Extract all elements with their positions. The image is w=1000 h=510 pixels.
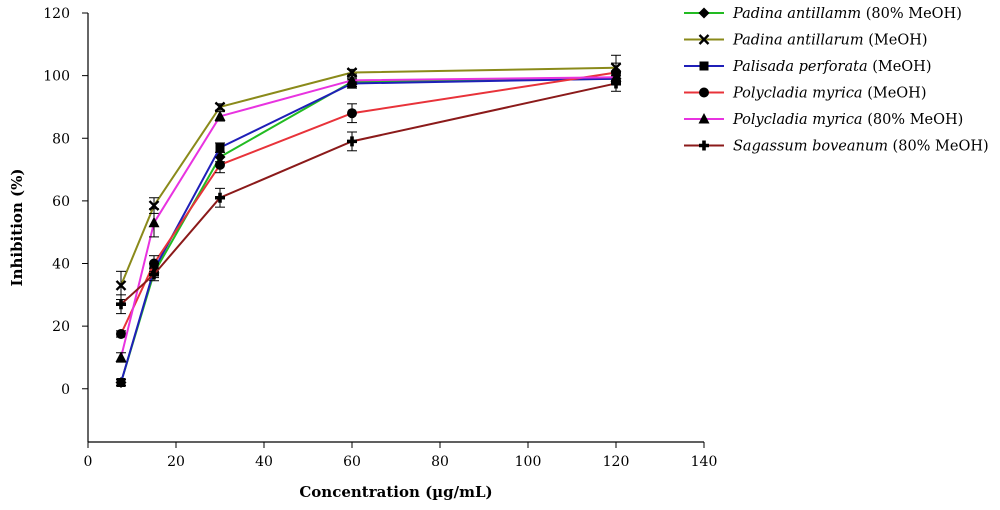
series-line <box>120 77 617 383</box>
legend-label: Sagassum boveanum (80% MeOH) <box>733 139 989 155</box>
legend-label: Palisada perforata (MeOH) <box>732 59 931 75</box>
y-tick-label: 100 <box>43 69 70 85</box>
legend-series-solvent: (80% MeOH) <box>888 139 989 155</box>
x-axis-title: Concentration (µg/mL) <box>299 483 492 501</box>
data-point <box>347 136 358 147</box>
x-tick-label: 100 <box>515 454 542 470</box>
y-tick-label: 60 <box>52 194 70 210</box>
x-tick-label: 40 <box>255 454 273 470</box>
data-point <box>149 269 159 280</box>
legend-label: Polycladia myrica (MeOH) <box>732 86 926 102</box>
data-point <box>116 378 126 388</box>
x-tick-label: 120 <box>603 454 630 470</box>
data-point <box>116 299 126 310</box>
x-tick-label: 80 <box>431 454 449 470</box>
legend-label: Padina antillamm (80% MeOH) <box>732 6 962 22</box>
y-tick-label: 40 <box>52 257 70 273</box>
data-point <box>346 74 358 85</box>
y-tick-label: 80 <box>52 131 70 147</box>
data-point <box>115 280 127 291</box>
legend-marker <box>698 34 710 45</box>
x-tick-label: 20 <box>167 454 185 470</box>
legend-series-solvent: (80% MeOH) <box>863 112 964 128</box>
y-axis-title: Inhibition (%) <box>8 169 26 287</box>
series-group <box>116 75 621 315</box>
series-line <box>120 76 617 358</box>
legend-series-name: Padina antillamm <box>732 6 861 22</box>
y-tick-label: 0 <box>61 382 70 398</box>
legend-series-solvent: (80% MeOH) <box>861 6 962 22</box>
x-marker-stroke <box>698 34 710 45</box>
legend-series-name: Polycladia myrica <box>732 86 863 102</box>
x-tick-label: 0 <box>84 454 93 470</box>
legend-item: Polycladia myrica (MeOH) <box>684 86 926 102</box>
legend-label: Polycladia myrica (80% MeOH) <box>732 112 963 128</box>
x-tick-label: 60 <box>343 454 361 470</box>
legend-item: Padina antillamm (80% MeOH) <box>684 6 962 22</box>
data-point <box>148 216 160 228</box>
data-point <box>346 67 358 78</box>
legend: Padina antillamm (80% MeOH)Padina antill… <box>684 6 989 155</box>
data-point <box>215 159 225 170</box>
legend-marker <box>698 113 710 124</box>
legend-marker <box>699 87 709 98</box>
data-point <box>347 108 357 119</box>
legend-item: Palisada perforata (MeOH) <box>684 59 931 75</box>
data-point <box>214 101 226 113</box>
legend-marker <box>699 61 709 71</box>
legend-series-name: Polycladia myrica <box>732 112 863 128</box>
x-marker-stroke <box>214 101 226 113</box>
data-point <box>116 328 126 339</box>
legend-series-name: Sagassum boveanum <box>733 139 888 155</box>
x-tick-label: 140 <box>691 454 718 470</box>
x-marker-stroke <box>346 67 358 78</box>
series-group <box>115 54 622 301</box>
data-point <box>215 192 225 203</box>
legend-marker <box>698 7 710 19</box>
series-line <box>120 77 617 383</box>
data-point <box>149 258 159 269</box>
data-point <box>214 110 226 121</box>
legend-label: Padina antillarum (MeOH) <box>732 33 928 49</box>
legend-series-name: Palisada perforata <box>732 59 868 75</box>
x-marker-stroke <box>115 280 127 291</box>
y-tick-label: 120 <box>43 6 70 22</box>
axes <box>87 13 704 443</box>
legend-series-solvent: (MeOH) <box>864 33 928 49</box>
legend-item: Sagassum boveanum (80% MeOH) <box>684 139 989 155</box>
data-point <box>115 351 127 362</box>
tick-marks: 0 20 40 60 80 100 120 0 20 40 60 80 100 120 140 <box>43 6 717 470</box>
legend-marker <box>699 140 709 151</box>
series-group <box>115 70 622 363</box>
legend-series-name: Padina antillarum <box>732 33 864 49</box>
legend-series-solvent: (MeOH) <box>863 86 927 102</box>
data-point <box>215 143 225 153</box>
data-series <box>115 54 622 389</box>
legend-item: Padina antillarum (MeOH) <box>684 33 928 49</box>
legend-series-solvent: (MeOH) <box>868 59 932 75</box>
data-point <box>611 78 621 89</box>
series-line <box>120 71 617 335</box>
y-tick-label: 20 <box>52 319 70 335</box>
legend-item: Polycladia myrica (80% MeOH) <box>684 112 963 128</box>
